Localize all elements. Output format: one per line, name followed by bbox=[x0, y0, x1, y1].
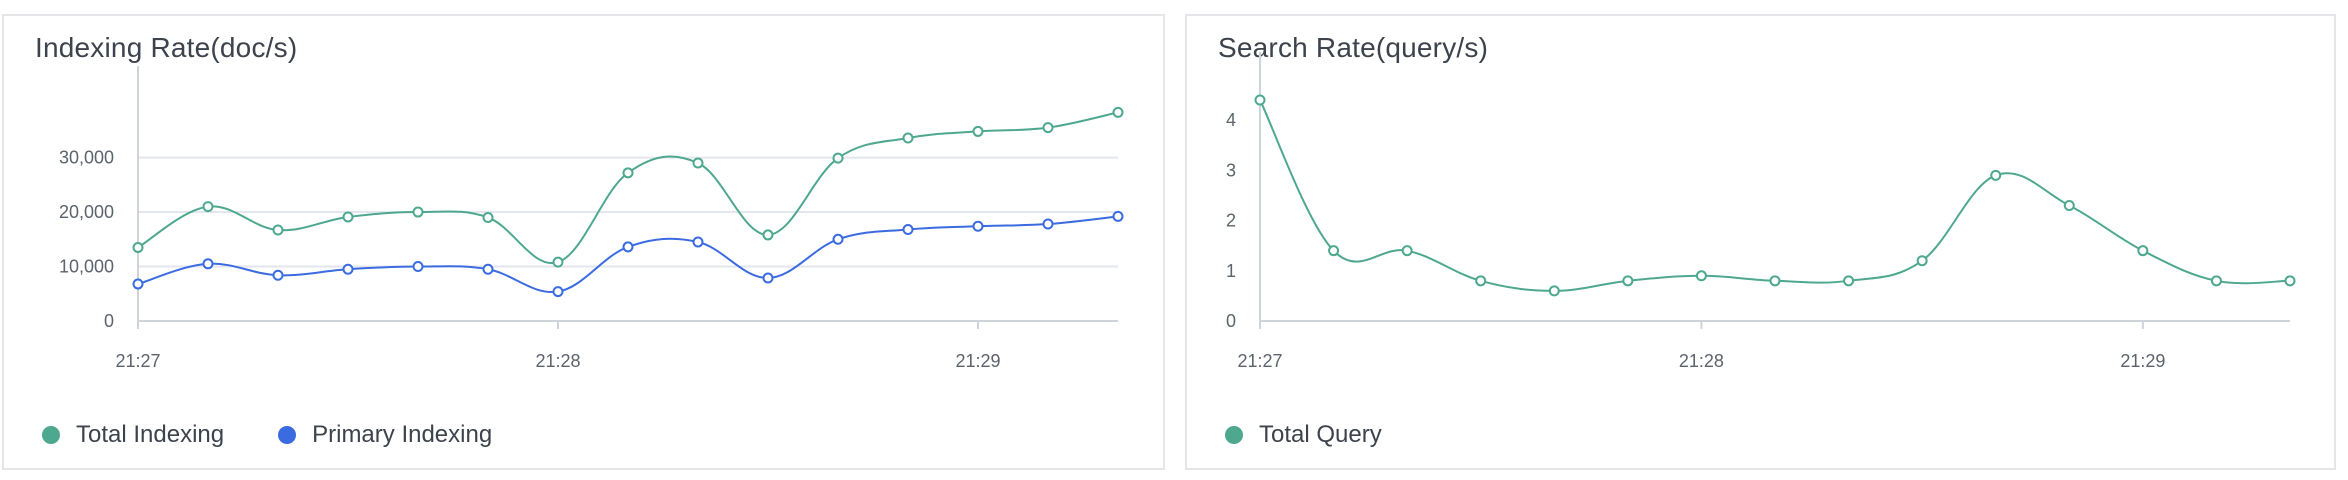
data-point-primary-indexing[interactable] bbox=[552, 286, 564, 298]
data-point-total-query[interactable] bbox=[2284, 275, 2296, 287]
data-point-total-indexing[interactable] bbox=[972, 125, 984, 137]
data-point-total-indexing[interactable] bbox=[342, 211, 354, 223]
data-point-total-query[interactable] bbox=[1990, 169, 2002, 181]
data-point-total-indexing[interactable] bbox=[1112, 106, 1124, 118]
data-point-total-indexing[interactable] bbox=[692, 157, 704, 169]
indexing-rate-title: Indexing Rate(doc/s) bbox=[35, 32, 298, 63]
data-point-primary-indexing[interactable] bbox=[622, 241, 634, 253]
search-rate-legend: Total Query bbox=[1225, 421, 1436, 449]
data-point-total-query[interactable] bbox=[2210, 275, 2222, 287]
y-tick-label: 30,000 bbox=[59, 148, 114, 168]
data-point-total-indexing[interactable] bbox=[482, 212, 494, 223]
data-point-total-query[interactable] bbox=[1475, 275, 1487, 287]
legend-item-primary-indexing[interactable]: Primary Indexing bbox=[278, 421, 492, 449]
data-point-primary-indexing[interactable] bbox=[902, 223, 914, 235]
y-tick-label: 4 bbox=[1226, 110, 1236, 130]
data-point-total-query[interactable] bbox=[1769, 275, 1781, 287]
legend-dot-total-query bbox=[1225, 426, 1243, 444]
data-point-total-query[interactable] bbox=[1254, 94, 1266, 106]
y-tick-label: 0 bbox=[1226, 311, 1236, 331]
data-point-primary-indexing[interactable] bbox=[692, 236, 704, 248]
x-tick-label: 21:28 bbox=[535, 351, 580, 371]
data-point-total-query[interactable] bbox=[2137, 245, 2149, 257]
data-point-total-indexing[interactable] bbox=[552, 256, 564, 268]
data-point-primary-indexing[interactable] bbox=[202, 258, 214, 270]
x-tick-label: 21:29 bbox=[2120, 351, 2165, 371]
data-point-total-query[interactable] bbox=[2063, 199, 2075, 211]
legend-dot-primary-indexing bbox=[278, 426, 297, 444]
y-tick-label: 3 bbox=[1226, 160, 1236, 180]
data-point-primary-indexing[interactable] bbox=[342, 263, 354, 275]
data-point-total-indexing[interactable] bbox=[132, 241, 144, 253]
x-tick-label: 21:27 bbox=[1237, 351, 1282, 371]
series-line-primary-indexing bbox=[137, 215, 1119, 294]
data-point-primary-indexing[interactable] bbox=[412, 261, 424, 273]
series-line-total-query bbox=[1259, 99, 2291, 292]
legend-label-primary-indexing: Primary Indexing bbox=[312, 421, 493, 448]
data-point-primary-indexing[interactable] bbox=[762, 272, 774, 284]
indexing-rate-panel: Indexing Rate(doc/s) 0 10,000 20,000 30,000… bbox=[2, 14, 1165, 470]
data-point-primary-indexing[interactable] bbox=[972, 220, 984, 232]
data-point-total-query[interactable] bbox=[1843, 275, 1855, 287]
indexing-rate-legend: Total Indexing Primary Indexing bbox=[42, 421, 546, 449]
indexing-rate-chart: 0 10,000 20,000 30,000 21:27 21:28 21:29 bbox=[59, 66, 1124, 371]
y-tick-label: 20,000 bbox=[59, 202, 114, 222]
legend-item-total-query[interactable]: Total Query bbox=[1225, 421, 1382, 449]
data-point-primary-indexing[interactable] bbox=[1042, 218, 1054, 230]
data-point-total-indexing[interactable] bbox=[832, 152, 844, 164]
data-point-primary-indexing[interactable] bbox=[482, 263, 494, 275]
search-rate-chart: 0 1 2 3 4 21:27 21:28 21:29 bbox=[1226, 52, 2296, 371]
y-tick-label: 1 bbox=[1226, 261, 1236, 281]
data-point-total-query[interactable] bbox=[1401, 245, 1413, 257]
data-point-total-query[interactable] bbox=[1622, 275, 1634, 287]
x-tick-label: 21:28 bbox=[1679, 351, 1724, 371]
data-point-total-indexing[interactable] bbox=[622, 167, 634, 179]
data-point-primary-indexing[interactable] bbox=[272, 269, 284, 281]
data-point-total-indexing[interactable] bbox=[272, 224, 284, 236]
data-point-total-query[interactable] bbox=[1548, 285, 1560, 297]
y-tick-label: 10,000 bbox=[59, 257, 114, 277]
data-point-total-indexing[interactable] bbox=[202, 201, 214, 213]
data-point-total-query[interactable] bbox=[1916, 255, 1928, 267]
legend-label-total-query: Total Query bbox=[1259, 421, 1382, 448]
data-point-total-indexing[interactable] bbox=[762, 229, 774, 241]
x-tick-label: 21:27 bbox=[115, 351, 160, 371]
data-point-total-query[interactable] bbox=[1328, 245, 1340, 257]
data-point-primary-indexing[interactable] bbox=[1112, 210, 1124, 222]
data-point-total-indexing[interactable] bbox=[412, 206, 424, 218]
y-tick-label: 0 bbox=[104, 311, 114, 331]
search-rate-title: Search Rate(query/s) bbox=[1218, 32, 1489, 63]
legend-dot-total-indexing bbox=[42, 426, 60, 444]
search-rate-panel: Search Rate(query/s) 0 1 2 3 4 21:27 21:28 21:2… bbox=[1185, 14, 2336, 470]
legend-item-total-indexing[interactable]: Total Indexing bbox=[42, 421, 224, 449]
data-point-total-indexing[interactable] bbox=[902, 132, 914, 144]
data-point-total-indexing[interactable] bbox=[1042, 122, 1054, 134]
data-point-primary-indexing[interactable] bbox=[832, 233, 844, 245]
data-point-primary-indexing[interactable] bbox=[132, 278, 144, 290]
y-tick-label: 2 bbox=[1226, 211, 1236, 231]
x-tick-label: 21:29 bbox=[955, 351, 1000, 371]
legend-label-total-indexing: Total Indexing bbox=[76, 421, 225, 448]
series-line-total-indexing bbox=[137, 111, 1119, 265]
data-point-total-query[interactable] bbox=[1695, 270, 1707, 282]
